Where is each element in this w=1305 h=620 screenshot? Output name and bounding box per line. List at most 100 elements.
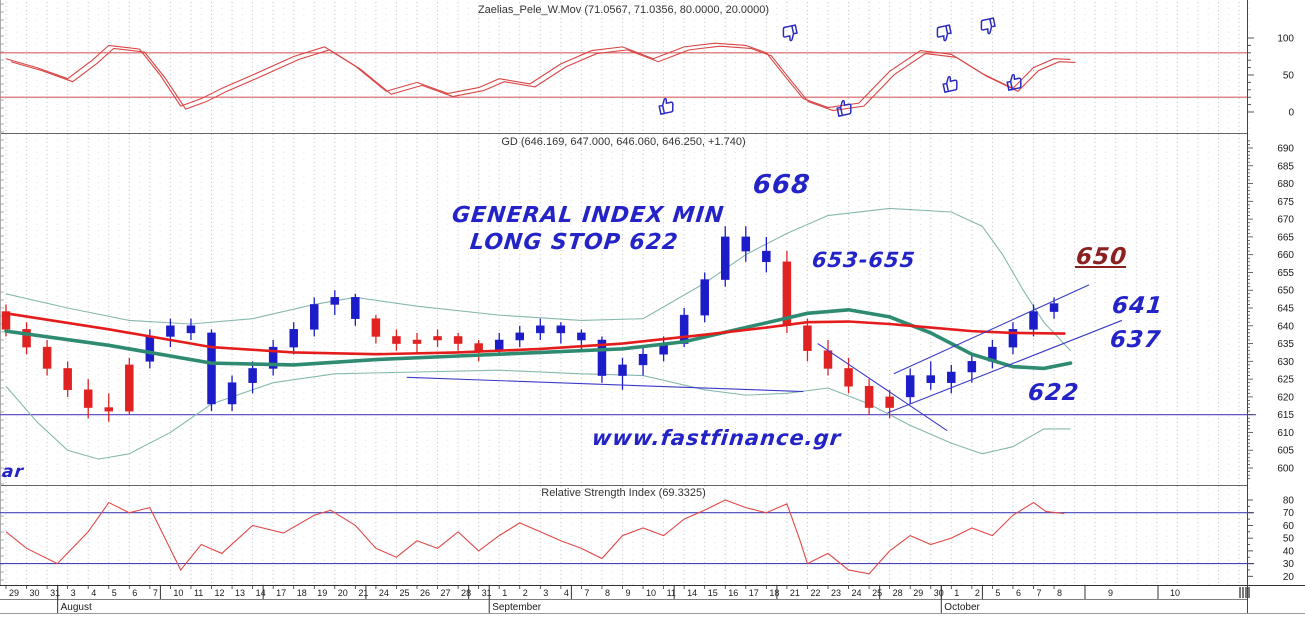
- date-label: 11: [194, 588, 203, 598]
- candle-body: [83, 389, 93, 408]
- date-label: 17: [276, 588, 286, 598]
- price-scale-label: 685: [1277, 161, 1294, 172]
- date-label: 10: [1170, 588, 1180, 598]
- date-label: 3: [543, 588, 548, 598]
- candle-body: [310, 304, 319, 330]
- oscillator-scale-label: 100: [1277, 34, 1294, 45]
- candle-body: [864, 385, 874, 408]
- thumbs-down-icon: [936, 24, 952, 42]
- date-label: 28: [893, 588, 903, 598]
- candle-body: [721, 236, 730, 280]
- date-label: 2: [975, 588, 980, 598]
- bollinger-lower-band: [5, 369, 1071, 460]
- date-label: 1: [954, 588, 959, 598]
- date-label: 2: [523, 588, 528, 598]
- trendline-rising-channel-upper: [893, 284, 1090, 375]
- price-scale-label: 635: [1277, 339, 1294, 350]
- date-label: 8: [605, 588, 610, 598]
- date-label: 10: [646, 588, 656, 598]
- thumbs-up-icon: [658, 97, 674, 115]
- candle-body: [371, 318, 381, 337]
- thumbs-down-icon: [980, 17, 996, 35]
- candle-body: [104, 407, 113, 412]
- candle-body: [63, 368, 72, 391]
- candle-body: [268, 346, 278, 369]
- thumbs-up-icon: [658, 97, 674, 115]
- date-label: 22: [810, 588, 820, 598]
- candle-body: [145, 336, 155, 362]
- date-label: 5: [112, 588, 117, 598]
- price-scale-label: 620: [1277, 392, 1294, 403]
- price-scale-label: 690: [1277, 144, 1294, 155]
- date-label: 6: [1016, 588, 1021, 598]
- date-label: 10: [173, 588, 183, 598]
- date-label: 20: [338, 588, 348, 598]
- date-label: 26: [420, 588, 430, 598]
- date-label: 7: [153, 588, 158, 598]
- candle-body: [947, 371, 956, 383]
- candle-body: [1049, 303, 1059, 312]
- thumbs-up-icon: [836, 99, 852, 117]
- trendline-sideways-support: [406, 376, 804, 393]
- date-label: 14: [687, 588, 697, 598]
- thumbs-down-icon: [782, 24, 798, 42]
- candle-body: [1029, 311, 1038, 330]
- oscillator-line-signal: [10, 45, 1076, 112]
- price-scale-label: 650: [1277, 286, 1294, 297]
- date-label: 18: [769, 588, 779, 598]
- candle-body: [22, 329, 31, 348]
- thumbs-down-icon: [980, 17, 996, 35]
- candle-body: [823, 350, 833, 369]
- date-label: 9: [626, 588, 631, 598]
- date-label: 18: [297, 588, 307, 598]
- candle-body: [494, 339, 504, 351]
- candle-body: [433, 336, 442, 341]
- trendline-downtrend-line: [817, 343, 948, 432]
- date-label: 24: [379, 588, 389, 598]
- rsi-scale-label: 70: [1283, 508, 1295, 519]
- date-label: 30: [934, 588, 944, 598]
- date-label: 21: [358, 588, 368, 598]
- price-scale-label: 655: [1277, 268, 1294, 279]
- rsi-line: [5, 499, 1065, 575]
- moving-average-red: [4, 312, 1066, 356]
- thumbs-up-icon: [1006, 73, 1022, 91]
- candle-body: [227, 382, 237, 405]
- price-scale-label: 605: [1277, 446, 1294, 457]
- price-scale-label: 630: [1277, 357, 1294, 368]
- candle-body: [638, 353, 648, 366]
- price-scale-label: 660: [1277, 250, 1294, 261]
- date-label: 9: [1108, 588, 1113, 598]
- date-label: 28: [461, 588, 471, 598]
- price-scale-label: 640: [1277, 321, 1294, 332]
- date-label: 4: [564, 588, 569, 598]
- date-label: 8: [1057, 588, 1062, 598]
- date-label: 6: [132, 588, 137, 598]
- trendline-rising-channel-lower: [887, 319, 1123, 414]
- date-label: 12: [215, 588, 225, 598]
- rsi-scale-label: 80: [1283, 496, 1295, 507]
- rsi-scale-label: 40: [1283, 546, 1295, 557]
- date-label: 19: [317, 588, 327, 598]
- candle-body: [926, 375, 935, 383]
- date-label: 25: [399, 588, 409, 598]
- thumbs-up-icon: [942, 75, 958, 93]
- candle-body: [289, 329, 298, 348]
- date-label: 14: [256, 588, 266, 598]
- date-label: 23: [831, 588, 841, 598]
- candle-body: [741, 236, 751, 252]
- candle-body: [351, 297, 360, 319]
- candle-body: [166, 325, 175, 337]
- thumbs-up-icon: [836, 99, 852, 117]
- bollinger-upper-band: [5, 207, 1071, 352]
- date-label: 7: [584, 588, 589, 598]
- date-label: 31: [50, 588, 60, 598]
- candle-body: [330, 297, 340, 305]
- candle-body: [844, 368, 853, 387]
- date-label: 16: [728, 588, 738, 598]
- date-label: 25: [872, 588, 882, 598]
- thumbs-up-icon: [942, 75, 958, 93]
- date-label: 27: [441, 588, 451, 598]
- candle-body: [618, 364, 627, 376]
